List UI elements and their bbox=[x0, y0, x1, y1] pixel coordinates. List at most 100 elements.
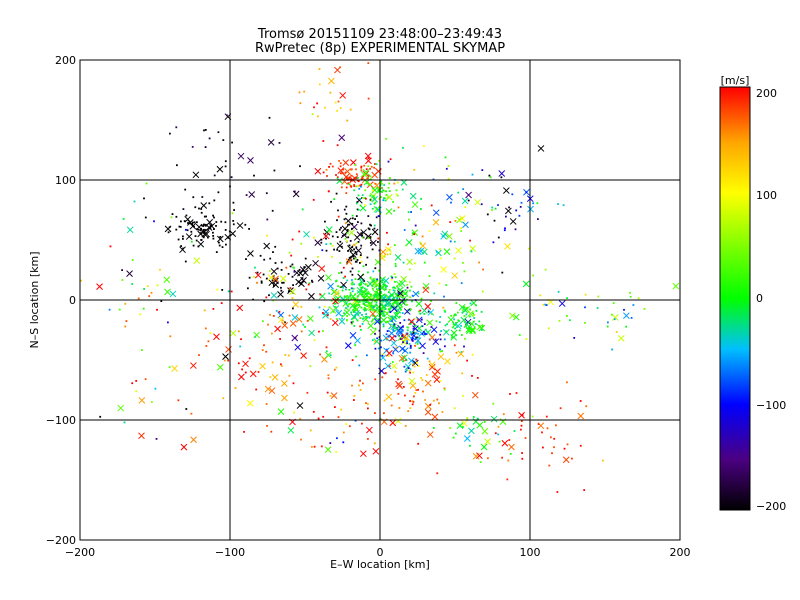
data-point-dot bbox=[341, 315, 344, 317]
data-point-dot bbox=[191, 221, 194, 224]
data-point-cross bbox=[301, 269, 309, 277]
data-point-cross bbox=[267, 274, 275, 281]
data-point-cross bbox=[501, 439, 509, 447]
data-point-cross bbox=[249, 370, 257, 378]
data-point-dot bbox=[611, 348, 614, 351]
data-point-dot bbox=[281, 281, 283, 284]
data-point-dot bbox=[508, 206, 510, 209]
data-point-dot bbox=[391, 276, 394, 279]
data-point-dot bbox=[361, 286, 363, 289]
data-point-dot bbox=[293, 411, 295, 414]
data-point-dot bbox=[392, 361, 394, 363]
data-point-dot bbox=[334, 302, 337, 305]
data-point-dot bbox=[271, 332, 273, 335]
data-point-dot bbox=[460, 227, 462, 230]
data-point-dot bbox=[195, 239, 198, 242]
data-point-dot bbox=[385, 295, 388, 298]
data-point-cross bbox=[293, 269, 301, 277]
data-point-dot bbox=[135, 390, 138, 393]
data-point-dot bbox=[454, 313, 456, 316]
data-point-dot bbox=[559, 407, 562, 410]
data-point-cross bbox=[446, 193, 453, 201]
data-point-dot bbox=[359, 198, 361, 200]
data-point-dot bbox=[411, 321, 414, 323]
data-point-dot bbox=[388, 365, 391, 367]
data-point-cross bbox=[409, 192, 417, 200]
y-tick-label: 0 bbox=[69, 294, 76, 307]
data-point-dot bbox=[354, 164, 356, 166]
data-point-dot bbox=[464, 206, 467, 208]
data-point-dot bbox=[424, 332, 426, 335]
data-point-dot bbox=[391, 293, 394, 296]
data-point-cross bbox=[238, 373, 245, 381]
data-point-dot bbox=[269, 313, 271, 316]
data-point-dot bbox=[612, 302, 615, 304]
data-point-dot bbox=[224, 229, 227, 231]
data-point-cross bbox=[327, 282, 334, 290]
data-point-cross bbox=[350, 313, 358, 321]
data-point-dot bbox=[243, 431, 245, 433]
data-point-cross bbox=[335, 309, 343, 317]
data-point-dot bbox=[407, 410, 410, 412]
data-point-dot bbox=[370, 224, 372, 227]
data-point-cross bbox=[412, 290, 420, 298]
data-point-cross bbox=[442, 328, 450, 336]
data-point-dot bbox=[221, 289, 224, 291]
y-axis-ticks: 200 100 0 −100 −200 bbox=[46, 54, 76, 547]
data-point-dot bbox=[378, 287, 380, 290]
data-point-cross bbox=[428, 363, 436, 371]
data-point-cross bbox=[328, 77, 335, 85]
data-point-cross bbox=[400, 354, 408, 362]
data-point-dot bbox=[328, 306, 331, 309]
data-point-dot bbox=[413, 365, 416, 368]
data-point-dot bbox=[439, 380, 442, 382]
data-point-dot bbox=[414, 332, 417, 335]
data-point-dot bbox=[298, 230, 301, 233]
data-point-dot bbox=[344, 237, 347, 240]
data-point-dot bbox=[392, 329, 394, 331]
data-point-dot bbox=[469, 239, 471, 242]
data-point-dot bbox=[213, 228, 215, 230]
data-point-dot bbox=[289, 287, 292, 289]
data-point-dot bbox=[343, 295, 346, 298]
data-point-cross bbox=[349, 332, 357, 339]
x-axis-label: E–W location [km] bbox=[330, 558, 430, 571]
data-point-dot bbox=[370, 306, 373, 309]
data-point-dot bbox=[494, 207, 497, 210]
data-point-dot bbox=[407, 326, 409, 329]
data-point-dot bbox=[387, 308, 390, 311]
data-point-dot bbox=[462, 188, 465, 190]
data-point-cross bbox=[216, 165, 224, 173]
data-point-dot bbox=[190, 412, 193, 415]
data-point-dot bbox=[312, 199, 315, 201]
data-point-cross bbox=[505, 207, 512, 215]
data-point-dot bbox=[367, 403, 369, 405]
data-point-dot bbox=[544, 268, 547, 271]
data-point-dot bbox=[390, 404, 393, 407]
data-point-dot bbox=[367, 183, 370, 186]
data-point-cross bbox=[394, 417, 402, 425]
data-point-dot bbox=[154, 387, 157, 390]
data-point-dot bbox=[329, 230, 331, 233]
data-point-dot bbox=[350, 287, 353, 290]
data-point-dot bbox=[201, 196, 204, 198]
data-point-dot bbox=[145, 182, 148, 185]
data-point-dot bbox=[466, 307, 468, 309]
data-point-cross bbox=[138, 432, 145, 440]
data-point-cross bbox=[263, 242, 271, 250]
data-point-dot bbox=[406, 286, 409, 289]
data-point-cross bbox=[192, 171, 200, 179]
colorbar-tick-label: −100 bbox=[756, 399, 786, 412]
data-point-dot bbox=[515, 392, 518, 394]
data-point-cross bbox=[470, 299, 478, 307]
data-point-dot bbox=[481, 290, 484, 293]
data-point-dot bbox=[339, 162, 342, 165]
data-point-dot bbox=[124, 302, 127, 305]
data-point-dot bbox=[336, 109, 338, 112]
data-point-dot bbox=[374, 300, 376, 303]
data-point-dot bbox=[404, 394, 406, 397]
data-point-dot bbox=[340, 226, 342, 229]
y-axis-label: N–S location [km] bbox=[28, 251, 41, 348]
data-point-cross bbox=[468, 427, 475, 435]
data-point-dot bbox=[364, 204, 367, 207]
